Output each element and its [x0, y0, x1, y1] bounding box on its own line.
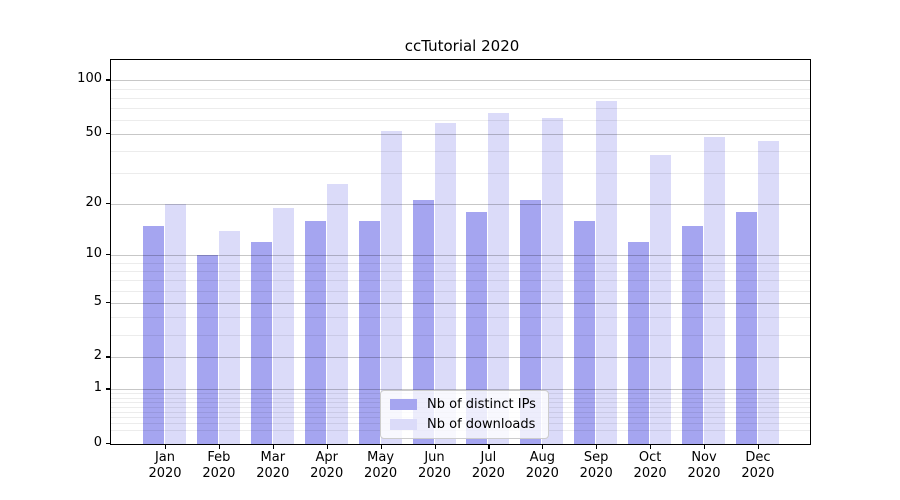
x-tick-label-nov: Nov 2020 [687, 450, 721, 481]
x-tick-label-jun: Jun 2020 [417, 450, 452, 481]
bar-nb-of-distinct-ips-jun [412, 200, 434, 444]
bar-nb-of-distinct-ips-feb [196, 255, 218, 444]
bar-nb-of-downloads-aug [542, 117, 564, 444]
x-tick-mark-oct [650, 444, 652, 449]
bar-nb-of-distinct-ips-nov [682, 225, 703, 444]
x-tick-mark-jun [434, 444, 436, 449]
y-tick-mark-10 [106, 254, 111, 256]
legend-swatch-downloads [390, 419, 417, 430]
y-tick-label-1: 1 [93, 380, 102, 396]
y-tick-label-10: 10 [85, 246, 102, 262]
legend-item-distinct-ips: Nb of distinct IPs [390, 397, 536, 412]
plot-area [110, 59, 811, 445]
legend-swatch-distinct-ips [390, 399, 417, 410]
x-tick-label-jan: Jan 2020 [148, 450, 182, 481]
bar-nb-of-downloads-sep [596, 100, 618, 444]
gridline-minor-3 [111, 334, 810, 336]
gridline-minor-4 [111, 317, 810, 319]
x-tick-label-may: May 2020 [364, 450, 398, 481]
bar-nb-of-downloads-mar [272, 207, 294, 444]
bar-nb-of-distinct-ips-apr [304, 220, 326, 444]
gridline-minor-6 [111, 290, 810, 292]
chart-title: ccTutorial 2020 [404, 37, 520, 55]
bar-nb-of-distinct-ips-jul [466, 211, 488, 444]
x-tick-mark-dec [757, 444, 760, 449]
bar-nb-of-distinct-ips-jan [143, 225, 164, 444]
gridline-major-1 [111, 389, 810, 391]
gridline-major-20 [111, 204, 810, 206]
x-tick-mark-nov [704, 444, 706, 449]
gridline-minor-80 [111, 97, 810, 99]
x-tick-mark-aug [542, 444, 544, 449]
x-tick-label-apr: Apr 2020 [310, 450, 344, 481]
x-tick-label-feb: Feb 2020 [202, 450, 236, 481]
x-tick-mark-jan [165, 444, 167, 449]
y-tick-mark-5 [106, 301, 111, 303]
gridline-minor-9 [111, 262, 810, 264]
x-tick-mark-mar [272, 444, 274, 449]
y-tick-label-0: 0 [93, 435, 102, 450]
bar-nb-of-distinct-ips-sep [574, 220, 596, 444]
legend-item-downloads: Nb of downloads [390, 417, 536, 432]
y-tick-label-20: 20 [85, 195, 102, 211]
bar-nb-of-distinct-ips-mar [250, 241, 272, 444]
bar-nb-of-distinct-ips-oct [628, 241, 650, 444]
bar-nb-of-distinct-ips-aug [520, 200, 542, 444]
y-tick-label-2: 2 [93, 348, 102, 364]
bar-nb-of-downloads-jul [488, 112, 510, 444]
legend-label-distinct-ips: Nb of distinct IPs [427, 397, 536, 412]
gridline-minor-90 [111, 88, 810, 90]
y-tick-label-5: 5 [93, 293, 102, 309]
y-tick-label-100: 100 [77, 71, 102, 87]
gridline-minor-60 [111, 120, 810, 122]
x-tick-mark-apr [326, 444, 328, 449]
bar-nb-of-downloads-apr [326, 184, 348, 444]
x-tick-mark-feb [218, 444, 221, 449]
gridline-major-50 [111, 134, 810, 136]
bar-nb-of-downloads-jan [165, 204, 186, 444]
legend-label-downloads: Nb of downloads [427, 417, 536, 432]
x-tick-label-oct: Oct 2020 [633, 450, 667, 481]
x-tick-label-jul: Jul 2020 [471, 450, 505, 481]
bar-nb-of-downloads-oct [650, 155, 672, 444]
x-tick-label-mar: Mar 2020 [256, 450, 290, 481]
x-tick-mark-may [380, 444, 382, 449]
y-tick-label-50: 50 [85, 125, 102, 141]
y-tick-mark-50 [106, 133, 111, 135]
y-tick-mark-2 [106, 356, 111, 358]
gridline-major-5 [111, 302, 810, 304]
gridline-minor-30 [111, 173, 810, 175]
y-tick-mark-20 [106, 203, 111, 205]
bar-nb-of-downloads-nov [704, 137, 725, 444]
gridline-minor-70 [111, 108, 810, 110]
bar-nb-of-downloads-dec [757, 140, 779, 444]
bar-nb-of-downloads-jun [434, 122, 456, 444]
x-tick-label-dec: Dec 2020 [741, 450, 775, 481]
x-tick-label-sep: Sep 2020 [579, 450, 613, 481]
bar-nb-of-downloads-may [380, 131, 402, 444]
gridline-minor-8 [111, 270, 810, 272]
gridline-major-2 [111, 357, 810, 359]
x-tick-label-aug: Aug 2020 [525, 450, 559, 481]
gridline-minor-7 [111, 280, 810, 282]
legend: Nb of distinct IPs Nb of downloads [380, 390, 549, 439]
bar-nb-of-distinct-ips-may [358, 220, 380, 444]
bar-nb-of-downloads-feb [218, 230, 240, 444]
gridline-minor-40 [111, 151, 810, 153]
y-tick-mark-0 [106, 443, 111, 445]
x-tick-mark-jul [488, 444, 490, 449]
gridline-major-10 [111, 255, 810, 257]
x-tick-mark-sep [596, 444, 598, 449]
gridline-major-100 [111, 80, 810, 82]
y-tick-mark-1 [106, 388, 111, 390]
bar-nb-of-distinct-ips-dec [735, 211, 757, 444]
y-tick-mark-100 [106, 79, 111, 81]
